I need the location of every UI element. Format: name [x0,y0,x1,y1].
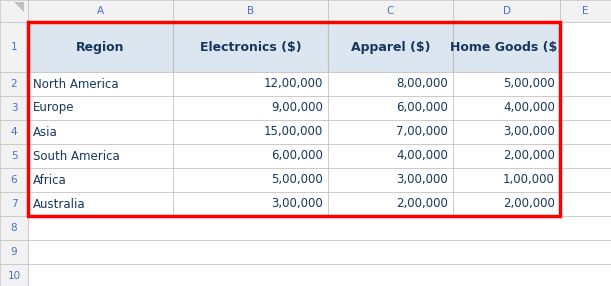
Text: 5: 5 [10,151,17,161]
Bar [0,144,28,168]
Text: 3,00,000: 3,00,000 [503,126,555,138]
Bar [560,72,611,96]
Text: Asia: Asia [33,126,58,138]
Bar [560,0,611,22]
Bar [28,22,560,216]
Bar [28,240,611,264]
Bar [453,120,560,144]
Text: 12,00,000: 12,00,000 [263,78,323,90]
Text: Home Goods ($): Home Goods ($) [450,41,563,53]
Text: 1: 1 [10,42,17,52]
Text: 5,00,000: 5,00,000 [503,78,555,90]
Bar [0,96,28,120]
Bar [0,264,28,286]
Bar [560,96,611,120]
Text: 6,00,000: 6,00,000 [396,102,448,114]
Bar [560,22,611,72]
Bar [28,120,173,144]
Text: 2,00,000: 2,00,000 [396,198,448,210]
Bar [0,168,28,192]
Text: 4,00,000: 4,00,000 [396,150,448,162]
Text: 3: 3 [10,103,17,113]
Bar [328,0,453,22]
Text: 5,00,000: 5,00,000 [271,174,323,186]
Text: 6: 6 [10,175,17,185]
Text: 10: 10 [7,271,21,281]
Text: 1,00,000: 1,00,000 [503,174,555,186]
Text: E: E [582,6,589,16]
Bar [0,22,28,72]
Bar [453,72,560,96]
Bar [28,22,173,72]
Bar [173,168,328,192]
Text: 9,00,000: 9,00,000 [271,102,323,114]
Text: Electronics ($): Electronics ($) [200,41,301,53]
Text: 2,00,000: 2,00,000 [503,198,555,210]
Bar [28,216,611,240]
Bar [328,192,453,216]
Bar [28,0,173,22]
Bar [28,264,611,286]
Text: South America: South America [33,150,120,162]
Bar [328,96,453,120]
Text: 7: 7 [10,199,17,209]
Text: 7,00,000: 7,00,000 [396,126,448,138]
Bar [173,192,328,216]
Bar [328,72,453,96]
Bar [0,120,28,144]
Text: Apparel ($): Apparel ($) [351,41,430,53]
Bar [173,120,328,144]
Text: 4: 4 [10,127,17,137]
Text: B: B [247,6,254,16]
Bar [328,22,453,72]
Bar [28,192,173,216]
Text: 3,00,000: 3,00,000 [271,198,323,210]
Bar [28,168,173,192]
Text: 4,00,000: 4,00,000 [503,102,555,114]
Text: C: C [387,6,394,16]
Text: 2: 2 [10,79,17,89]
Text: 8,00,000: 8,00,000 [397,78,448,90]
Bar [0,192,28,216]
Bar [560,168,611,192]
Text: 6,00,000: 6,00,000 [271,150,323,162]
Bar [453,22,560,72]
Text: Africa: Africa [33,174,67,186]
Text: A: A [97,6,104,16]
Text: 2,00,000: 2,00,000 [503,150,555,162]
Text: 3,00,000: 3,00,000 [397,174,448,186]
Bar [453,168,560,192]
Bar [28,144,173,168]
Bar [0,0,28,22]
Bar [453,96,560,120]
Text: Region: Region [76,41,125,53]
Bar [453,192,560,216]
Bar [173,144,328,168]
Text: D: D [502,6,511,16]
Bar [28,96,173,120]
Bar [0,240,28,264]
Bar [328,120,453,144]
Bar [0,72,28,96]
Bar [173,0,328,22]
Bar [328,144,453,168]
Text: 9: 9 [10,247,17,257]
Bar [173,96,328,120]
Text: North America: North America [33,78,119,90]
Bar [560,120,611,144]
Text: 15,00,000: 15,00,000 [264,126,323,138]
Bar [173,22,328,72]
Bar [0,216,28,240]
Bar [328,168,453,192]
Bar [173,72,328,96]
Text: 8: 8 [10,223,17,233]
Bar [28,72,173,96]
Polygon shape [14,2,24,12]
Bar [453,144,560,168]
Bar [560,144,611,168]
Text: Australia: Australia [33,198,86,210]
Bar [560,192,611,216]
Text: Europe: Europe [33,102,75,114]
Bar [453,0,560,22]
